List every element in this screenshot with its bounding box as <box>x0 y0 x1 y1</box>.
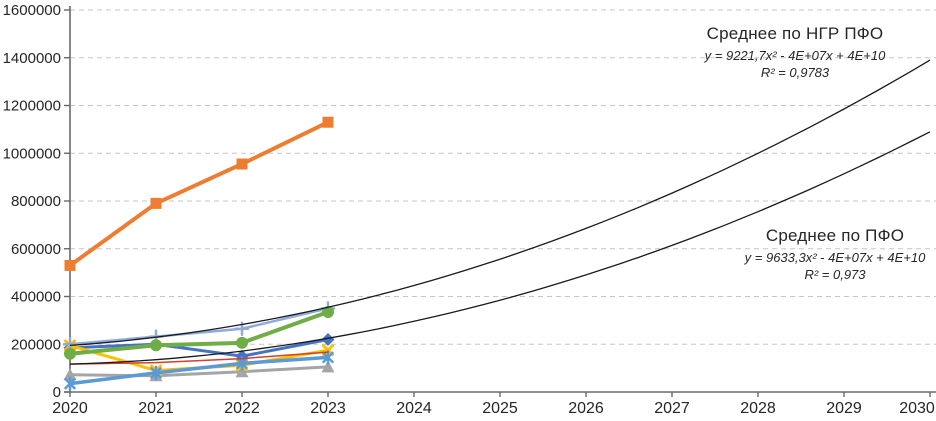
marker-triangle <box>63 368 77 381</box>
y-axis-tick-label: 800000 <box>11 193 61 210</box>
marker-triangle <box>235 365 249 378</box>
marker-circle <box>64 347 76 360</box>
series-blue-diamond-line <box>68 337 330 358</box>
trend-annotation-pfo: Среднее по ПФО y = 9633,3x² - 4E+07x + 4… <box>745 226 926 282</box>
series-green-circle-line <box>68 310 330 356</box>
series-lightblue-asterisk-line <box>68 355 330 386</box>
marker-circle <box>150 339 162 352</box>
series-periwinkle-plus-line <box>68 307 330 346</box>
y-axis-tick-label: 1600000 <box>3 2 61 19</box>
trend-label: Среднее по ПФО <box>765 226 905 245</box>
marker-square <box>150 197 162 209</box>
y-axis-tick-label: 600000 <box>11 241 61 258</box>
trend-label: Среднее по НГР ПФО <box>706 24 884 43</box>
marker-square <box>64 259 76 271</box>
x-axis-tick-label: 2028 <box>740 400 776 417</box>
x-axis-tick-label: 2029 <box>826 400 862 417</box>
x-axis-tick-label: 2021 <box>138 400 174 417</box>
marker-asterisk <box>236 356 248 371</box>
marker-diamond <box>321 332 335 346</box>
series-gray-triangle-line <box>68 365 330 378</box>
trend-r-squared: R² = 0,9783 <box>760 65 830 80</box>
x-axis-tick-label: 2025 <box>482 400 518 417</box>
x-axis-tick-label: 2020 <box>52 400 88 417</box>
x-axis-tick-label: 2023 <box>310 400 346 417</box>
series-red-thin-line <box>69 351 329 365</box>
x-axis-tick-label: 2030 <box>899 400 935 417</box>
trend-r-squared: R² = 0,973 <box>804 267 866 282</box>
trend-equation: y = 9221,7x² - 4E+07x + 4E+10 <box>704 48 886 63</box>
trend-equation: y = 9633,3x² - 4E+07x + 4E+10 <box>744 250 926 265</box>
marker-square <box>236 158 248 170</box>
marker-asterisk <box>64 376 76 391</box>
marker-triangle <box>321 360 335 373</box>
trend-annotation-ngr-pfo: Среднее по НГР ПФО y = 9221,7x² - 4E+07x… <box>705 24 886 80</box>
trend-ngr-pfo-curve <box>69 59 931 347</box>
trend-pfo-curve <box>69 131 931 365</box>
x-axis-tick-label: 2022 <box>224 400 260 417</box>
y-axis-tick-label: 0 <box>53 384 61 401</box>
series-orange-square-line <box>68 120 330 268</box>
marker-asterisk <box>322 350 334 365</box>
y-axis-tick-label: 1200000 <box>3 98 61 115</box>
marker-circle <box>236 336 248 349</box>
marker-asterisk <box>150 365 162 381</box>
y-axis-tick-label: 200000 <box>11 336 61 353</box>
y-axis-tick-label: 1000000 <box>3 145 61 162</box>
x-axis-tick-label: 2026 <box>568 400 604 417</box>
y-axis-tick-label: 1400000 <box>3 50 61 67</box>
marker-square <box>322 116 334 128</box>
x-axis-tick-label: 2027 <box>654 400 690 417</box>
marker-circle <box>322 306 334 319</box>
x-axis-tick-label: 2024 <box>396 400 432 417</box>
y-axis-tick-label: 400000 <box>11 289 61 306</box>
